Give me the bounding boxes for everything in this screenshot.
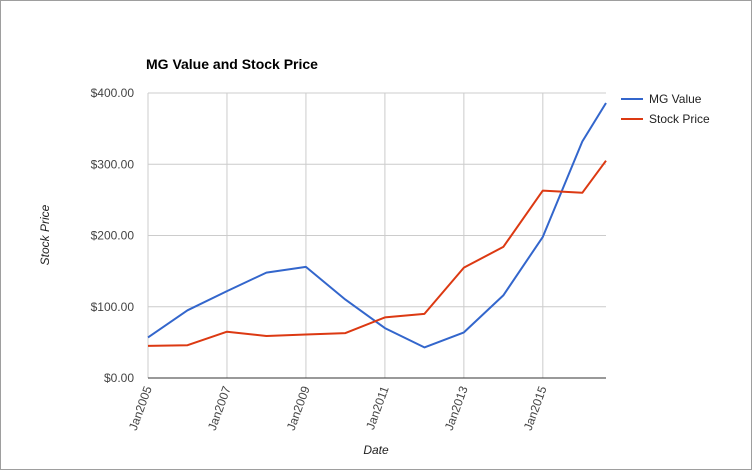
x-tick-label: Jan2005: [126, 384, 155, 432]
y-tick-label: $0.00: [104, 371, 134, 385]
x-tick-label: Jan2009: [284, 384, 313, 432]
x-axis-label: Date: [363, 443, 389, 457]
y-tick-label: $400.00: [91, 86, 135, 100]
y-tick-label: $300.00: [91, 157, 135, 171]
series-line: [147, 160, 607, 347]
gridlines: [147, 92, 606, 378]
chart-title: MG Value and Stock Price: [146, 56, 318, 72]
series-lines: [147, 102, 607, 349]
series-line: [147, 102, 607, 349]
x-tick-label: Jan2013: [442, 384, 471, 432]
x-tick-label: Jan2011: [363, 384, 392, 432]
y-axis-label: Stock Price: [38, 204, 52, 265]
x-tick-label: Jan2015: [521, 384, 550, 432]
y-tick-label: $100.00: [91, 300, 135, 314]
y-tick-label: $200.00: [91, 229, 135, 243]
x-tick-label: Jan2007: [205, 384, 234, 432]
legend: MG Value Stock Price: [621, 92, 710, 126]
legend-entry: MG Value: [649, 92, 702, 106]
legend-entry: Stock Price: [649, 112, 710, 126]
